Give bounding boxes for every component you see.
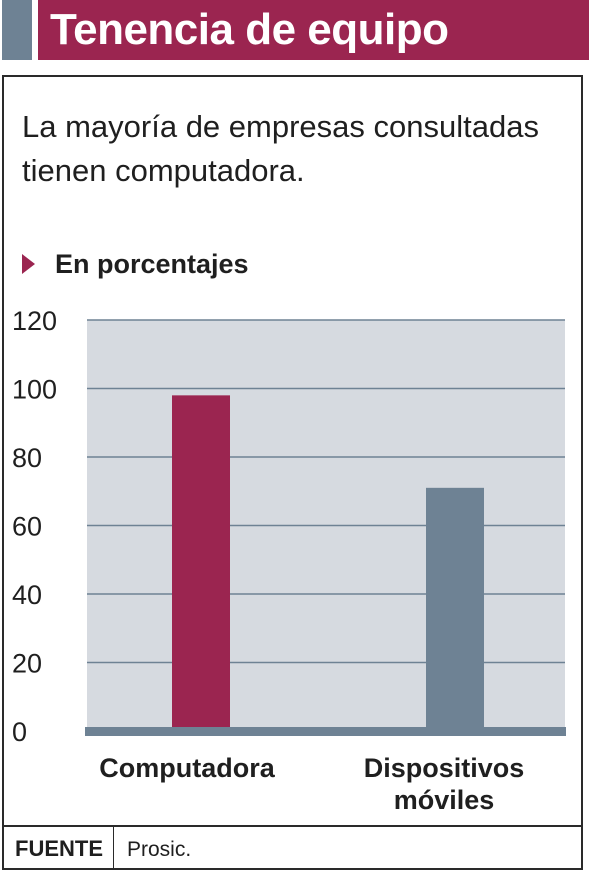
- unit-row: En porcentajes: [22, 244, 249, 284]
- y-tick-label: 80: [12, 443, 42, 473]
- y-tick-label: 40: [12, 580, 42, 610]
- header-bar: [38, 0, 589, 60]
- x-tick-label: Dispositivos: [364, 753, 525, 783]
- y-tick-label: 120: [12, 306, 57, 336]
- footer-separator: [113, 827, 114, 870]
- y-tick-label: 20: [12, 649, 42, 679]
- x-tick-label: Computadora: [99, 753, 275, 783]
- y-tick-label: 100: [12, 375, 57, 405]
- triangle-right-icon: [22, 254, 35, 274]
- bar-computadora: [172, 395, 230, 731]
- baseline: [85, 727, 566, 736]
- bar-chart: 0 20 40 60 80 100 120 Computadora Dispositivosmó…: [12, 306, 566, 815]
- y-tick-label: 0: [12, 717, 27, 747]
- header-accent-strip: [2, 0, 32, 60]
- y-tick-label: 60: [12, 512, 42, 542]
- footer-divider: [2, 825, 583, 827]
- x-tick-label: móviles: [394, 785, 495, 815]
- chart-title: Tenencia de equipo: [50, 5, 449, 54]
- source-text: Prosic.: [127, 838, 192, 861]
- source-label: FUENTE: [15, 836, 103, 861]
- chart-subtitle: La mayoría de empresas consultadas tiene…: [22, 109, 539, 188]
- chart-frame: [2, 75, 583, 870]
- unit-label: En porcentajes: [55, 248, 249, 279]
- bar-dispositivos-moviles: [426, 487, 484, 731]
